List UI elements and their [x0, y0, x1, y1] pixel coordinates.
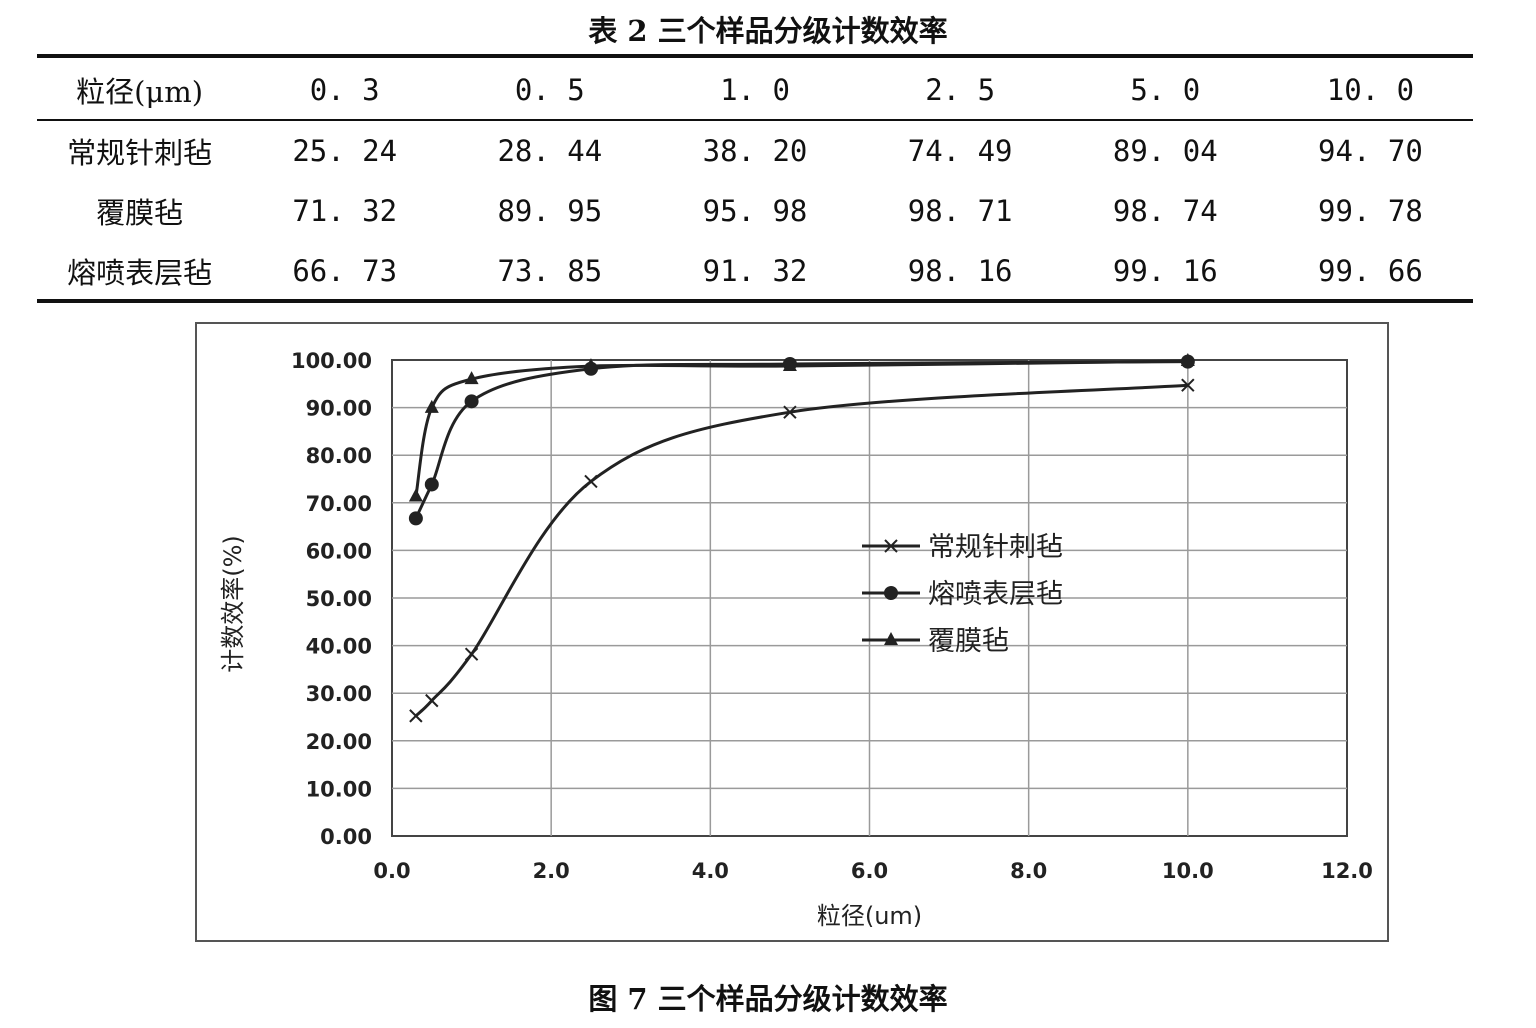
point-x	[409, 709, 423, 723]
y-tick-label: 20.00	[306, 730, 372, 754]
legend-marker	[884, 539, 898, 553]
y-tick-label: 50.00	[306, 587, 372, 611]
point-x	[1181, 378, 1195, 392]
point-x	[464, 647, 479, 661]
table-cell: 25. 24	[292, 134, 398, 168]
point-triangle	[408, 488, 423, 502]
point-circle	[464, 394, 479, 409]
series-line-triangle	[414, 359, 1188, 497]
table-cell: 66. 73	[292, 254, 398, 288]
y-tick-label: 70.00	[306, 492, 372, 516]
x-tick-label: 6.0	[851, 859, 888, 883]
point-triangle	[1180, 353, 1195, 367]
table-cell: 99. 16	[1112, 254, 1218, 288]
y-tick-label: 90.00	[306, 397, 372, 421]
header-cell: 0. 3	[309, 72, 380, 107]
y-tick-label: 0.00	[320, 825, 372, 849]
x-tick-label: 12.0	[1321, 859, 1373, 883]
point-x	[783, 405, 797, 419]
table-cell: 91. 32	[702, 254, 808, 288]
row-label: 熔喷表层毡	[67, 256, 213, 290]
table-row: 熔喷表层毡 66. 73 73. 85 91. 32 98. 16 99. 16…	[37, 241, 1473, 301]
figure-caption: 图 7 三个样品分级计数效率	[588, 982, 948, 1016]
y-tick-label: 40.00	[306, 635, 372, 659]
row-label: 覆膜毡	[96, 196, 184, 230]
x-tick-label: 2.0	[533, 859, 570, 883]
y-tick-label: 60.00	[306, 539, 372, 563]
table-header-row: 粒径(μm) 0. 3 0. 5 1. 0 2. 5 5. 0 10. 0	[37, 60, 1473, 119]
y-tick-label: 80.00	[306, 444, 372, 468]
header-cell: 1. 0	[720, 72, 790, 107]
header-cell: 0. 5	[514, 72, 585, 107]
point-triangle	[424, 399, 439, 413]
y-tick-label: 30.00	[306, 682, 372, 706]
header-cell: 10. 0	[1326, 72, 1415, 107]
table-cell: 89. 95	[497, 194, 603, 228]
point-triangle	[464, 371, 479, 385]
header-cell: 粒径(μm)	[76, 74, 204, 109]
row-label: 常规针刺毡	[67, 136, 213, 170]
table-cell: 38. 20	[702, 134, 808, 168]
table-header-rule	[37, 119, 1473, 121]
table-cell: 99. 78	[1318, 194, 1423, 228]
x-tick-label: 0.0	[373, 859, 410, 883]
table-cell: 94. 70	[1318, 134, 1423, 168]
y-tick-label: 100.00	[291, 349, 372, 373]
table-cell: 98. 16	[907, 254, 1013, 288]
x-tick-label: 10.0	[1162, 859, 1214, 883]
point-circle	[408, 511, 423, 526]
y-axis-title: 计数效率(%)	[219, 535, 247, 673]
point-triangle	[583, 358, 598, 372]
legend-marker	[884, 632, 898, 645]
table-cell: 98. 71	[907, 194, 1013, 228]
x-tick-label: 8.0	[1010, 859, 1047, 883]
header-cell: 2. 5	[925, 72, 996, 107]
efficiency-chart: 0.0 2.0 4.0 6.0 8.0 10.0 12.0 0.00 10.00 20.00 30.…	[219, 349, 1373, 930]
point-triangle	[782, 357, 797, 371]
table-caption: 表 2 三个样品分级计数效率	[588, 14, 948, 48]
table-cell: 73. 85	[497, 254, 603, 288]
legend-label: 覆膜毡	[928, 626, 1009, 657]
table-row: 覆膜毡 71. 32 89. 95 95. 98 98. 71 98. 74 9…	[37, 181, 1473, 241]
y-tick-label: 10.00	[306, 777, 372, 801]
chart-frame: 0.0 2.0 4.0 6.0 8.0 10.0 12.0 0.00 10.00 20.00 30.…	[195, 322, 1389, 942]
table-bottom-rule	[37, 299, 1473, 303]
legend-label: 熔喷表层毡	[928, 579, 1063, 610]
point-x	[584, 474, 598, 489]
table-cell: 99. 66	[1318, 254, 1423, 288]
x-axis-title: 粒径(um)	[817, 902, 922, 930]
legend-label: 常规针刺毡	[928, 532, 1063, 563]
table-cell: 28. 44	[497, 134, 603, 168]
legend-marker	[884, 586, 898, 600]
point-circle	[424, 477, 439, 492]
table-cell: 74. 49	[907, 134, 1013, 168]
table-row: 常规针刺毡 25. 24 28. 44 38. 20 74. 49 89. 04…	[37, 119, 1473, 181]
table-cell: 98. 74	[1112, 194, 1218, 228]
efficiency-table: 粒径(μm) 0. 3 0. 5 1. 0 2. 5 5. 0 10. 0 常规…	[37, 60, 1473, 301]
table-cell: 89. 04	[1112, 134, 1218, 168]
table-cell: 95. 98	[702, 194, 808, 228]
series-line-circle	[414, 360, 1188, 520]
header-cell: 5. 0	[1130, 72, 1201, 107]
table-top-rule	[37, 54, 1473, 58]
point-x	[425, 693, 439, 708]
table-cell: 71. 32	[292, 194, 398, 228]
x-tick-label: 4.0	[692, 859, 729, 883]
